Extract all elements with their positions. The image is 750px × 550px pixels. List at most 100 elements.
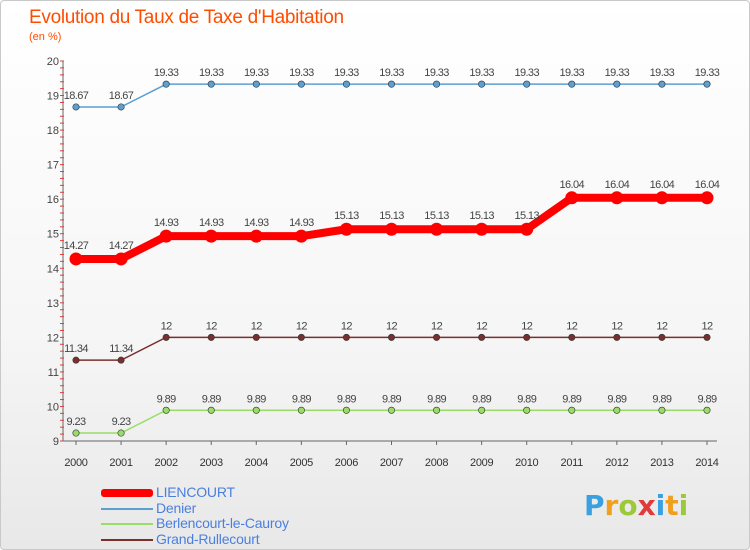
data-point <box>252 406 260 414</box>
data-label: 19.33 <box>695 67 720 79</box>
x-tick-label: 2013 <box>650 457 673 469</box>
y-tick-label: 19 <box>47 91 59 103</box>
y-tick-label: 15 <box>47 229 59 241</box>
data-point <box>523 406 531 414</box>
data-label: 12 <box>296 320 308 332</box>
data-point <box>433 406 441 414</box>
data-label: 15.13 <box>379 210 404 222</box>
data-point <box>568 80 576 88</box>
data-point <box>207 406 215 414</box>
x-tick-label: 2009 <box>470 457 493 469</box>
y-tick-label: 13 <box>47 298 59 310</box>
legend-label: Grand-Rullecourt <box>156 530 260 547</box>
data-label: 14.93 <box>289 217 314 229</box>
y-tick-label: 16 <box>47 194 59 206</box>
data-point <box>703 406 711 414</box>
data-label: 12 <box>206 320 218 332</box>
data-label: 12 <box>701 320 713 332</box>
data-label: 19.33 <box>334 67 359 79</box>
data-point <box>342 333 350 341</box>
data-point <box>658 406 666 414</box>
data-label: 19.33 <box>469 67 494 79</box>
legend-label: Berlencourt-le-Cauroy <box>156 515 289 531</box>
data-point <box>162 333 170 341</box>
proxiti-logo: Proxiti <box>584 489 688 522</box>
data-label: 12 <box>611 320 623 332</box>
data-point <box>433 80 441 88</box>
data-point <box>117 356 125 364</box>
data-label: 12 <box>341 320 353 332</box>
data-label: 16.04 <box>695 179 720 191</box>
data-point <box>159 229 173 243</box>
data-point <box>114 252 128 266</box>
data-label: 16.04 <box>605 179 630 191</box>
data-point <box>339 222 353 236</box>
data-label: 12 <box>431 320 443 332</box>
data-point <box>520 222 534 236</box>
x-tick-label: 2006 <box>335 457 358 469</box>
y-tick-label: 17 <box>47 160 59 172</box>
x-tick-label: 2011 <box>561 457 584 469</box>
y-tick-label: 10 <box>47 401 59 413</box>
data-point <box>342 80 350 88</box>
data-label: 9.89 <box>652 393 671 405</box>
data-label: 12 <box>566 320 578 332</box>
data-point <box>568 406 576 414</box>
y-tick-label: 20 <box>47 56 59 68</box>
legend-swatch <box>101 523 153 525</box>
data-point <box>523 80 531 88</box>
data-point <box>478 406 486 414</box>
data-label: 9.89 <box>697 393 716 405</box>
data-label: 14.27 <box>64 240 89 252</box>
x-tick-label: 2002 <box>155 457 178 469</box>
data-point <box>433 333 441 341</box>
legend-swatch <box>101 489 153 497</box>
data-point <box>162 406 170 414</box>
data-label: 19.33 <box>154 67 179 79</box>
logo-letter: r <box>604 489 619 522</box>
data-label: 14.27 <box>109 240 134 252</box>
data-point <box>610 191 624 205</box>
data-point <box>252 80 260 88</box>
x-tick-label: 2005 <box>290 457 313 469</box>
data-label: 9.89 <box>607 393 626 405</box>
x-tick-label: 2003 <box>200 457 223 469</box>
data-point <box>297 80 305 88</box>
data-point <box>613 406 621 414</box>
chart-subtitle: (en %) <box>29 31 62 43</box>
logo-letter: P <box>584 489 605 522</box>
data-point <box>655 191 669 205</box>
data-label: 9.89 <box>157 393 176 405</box>
data-label: 9.89 <box>382 393 401 405</box>
data-label: 18.67 <box>109 90 134 102</box>
data-label: 12 <box>656 320 668 332</box>
data-point <box>658 333 666 341</box>
data-label: 19.33 <box>289 67 314 79</box>
x-tick-label: 2007 <box>380 457 403 469</box>
data-point <box>69 252 83 266</box>
data-label: 12 <box>476 320 488 332</box>
data-label: 9.89 <box>517 393 536 405</box>
data-point <box>565 191 579 205</box>
data-label: 12 <box>161 320 173 332</box>
y-tick-label: 12 <box>47 332 59 344</box>
data-label: 19.33 <box>379 67 404 79</box>
logo-letter: t <box>665 489 679 522</box>
x-tick-label: 2014 <box>695 457 718 469</box>
data-point <box>117 103 125 111</box>
data-point <box>387 80 395 88</box>
data-label: 14.93 <box>199 217 224 229</box>
data-point <box>342 406 350 414</box>
data-label: 18.67 <box>64 90 89 102</box>
data-label: 11.34 <box>64 343 88 355</box>
y-tick-label: 18 <box>47 125 59 137</box>
data-label: 12 <box>251 320 263 332</box>
data-point <box>387 333 395 341</box>
data-point <box>478 333 486 341</box>
data-label: 19.33 <box>199 67 224 79</box>
y-tick-label: 9 <box>53 436 59 448</box>
data-label: 15.13 <box>334 210 359 222</box>
logo-letter: i <box>678 489 689 522</box>
data-label: 9.89 <box>292 393 311 405</box>
data-point <box>117 429 125 437</box>
